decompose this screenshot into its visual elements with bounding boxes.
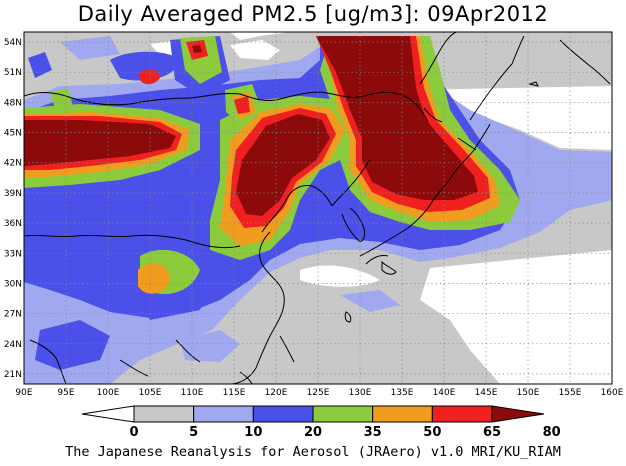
colorbar-level-label: 5 [189, 425, 198, 440]
concentration-field [24, 32, 612, 384]
coastlines [24, 32, 611, 384]
lat-tick-label: 48N [4, 98, 22, 108]
colorbar-swatch [491, 405, 545, 423]
lat-lon-grid [24, 32, 612, 384]
colorbar-swatch [372, 405, 433, 423]
lat-tick-label: 27N [4, 310, 22, 320]
lat-tick-label: 36N [4, 219, 22, 229]
lon-tick-label: 135E [391, 388, 414, 398]
colorbar-level-label: 80 [543, 425, 561, 440]
lat-tick-label: 30N [4, 279, 22, 289]
map-title: Daily Averaged PM2.5 [ug/m3]: 09Apr2012 [77, 2, 549, 26]
lat-tick-label: 21N [4, 370, 22, 380]
lon-tick-label: 160E [601, 388, 624, 398]
colorbar-level-label: 35 [364, 425, 382, 440]
lat-tick-label: 45N [4, 129, 22, 139]
lon-tick-label: 105E [139, 388, 162, 398]
colorbar-level-label: 20 [304, 425, 322, 440]
colorbar-swatch [312, 405, 374, 423]
colorbar-level-label: 10 [244, 425, 262, 440]
lat-tick-label: 42N [4, 159, 22, 169]
dark-red-zone [24, 36, 478, 216]
lon-tick-label: 90E [15, 388, 32, 398]
colorbar-swatch [252, 405, 314, 423]
latitude-tick-labels: 54N 51N 48N 45N 42N 39N 36N 33N 30N 27N 24N 21N [4, 38, 22, 380]
footer-credit: The Japanese Reanalysis for Aerosol (JRA… [65, 444, 561, 460]
lat-tick-label: 39N [4, 189, 22, 199]
lon-tick-label: 95E [57, 388, 74, 398]
colorbar-swatch [431, 405, 493, 423]
colorbar-swatch [133, 405, 195, 423]
colorbar: 0 5 10 20 35 50 65 80 [81, 405, 561, 440]
lon-tick-label: 120E [265, 388, 288, 398]
lon-tick-label: 130E [349, 388, 372, 398]
lat-tick-label: 54N [4, 38, 22, 48]
lon-tick-label: 110E [181, 388, 204, 398]
lat-tick-label: 33N [4, 249, 22, 259]
colorbar-level-label: 65 [483, 425, 501, 440]
lon-tick-label: 100E [97, 388, 120, 398]
lon-tick-label: 115E [223, 388, 246, 398]
colorbar-level-label: 0 [129, 425, 138, 440]
lat-tick-label: 51N [4, 68, 22, 78]
colorbar-swatch [81, 405, 135, 423]
lon-tick-label: 140E [433, 388, 456, 398]
lon-tick-label: 125E [307, 388, 330, 398]
islands [239, 81, 539, 384]
longitude-tick-labels: 90E 95E 100E 105E 110E 115E 120E 125E 130E 135E 14… [15, 388, 623, 398]
map-frame [23, 31, 613, 385]
lon-tick-label: 145E [475, 388, 498, 398]
lat-tick-label: 24N [4, 340, 22, 350]
lon-tick-label: 155E [559, 388, 582, 398]
colorbar-swatch [193, 405, 254, 423]
lon-tick-label: 150E [517, 388, 540, 398]
colorbar-level-label: 50 [423, 425, 441, 440]
